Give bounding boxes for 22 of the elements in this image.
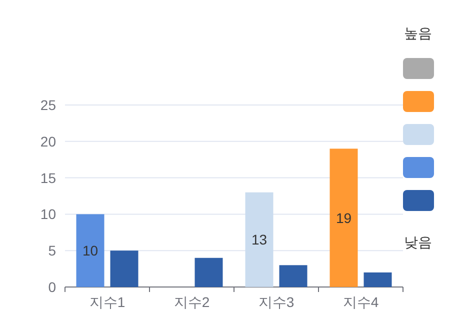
y-tick-label: 5 xyxy=(48,242,56,259)
bar xyxy=(76,214,104,287)
y-tick-label: 15 xyxy=(40,170,56,186)
data-label: 13 xyxy=(251,232,268,248)
y-tick-label: 20 xyxy=(40,133,56,150)
y-tick-label: 10 xyxy=(40,206,56,222)
data-label: 10 xyxy=(82,242,98,259)
bar xyxy=(279,265,308,287)
text: 낮음 xyxy=(404,234,432,250)
bar xyxy=(364,272,392,287)
x-tick-label: 지수2 xyxy=(174,294,210,310)
bar xyxy=(330,148,358,287)
bar xyxy=(245,192,274,287)
x-tick-label: 지수1 xyxy=(89,294,126,310)
bar xyxy=(194,258,223,287)
data-label: 19 xyxy=(336,210,352,226)
y-tick-label: 25 xyxy=(40,97,56,113)
x-tick-label: 지수3 xyxy=(258,294,294,310)
bar xyxy=(110,250,138,287)
text: 높음 xyxy=(404,25,432,41)
x-tick-label: 지수4 xyxy=(342,294,379,310)
y-tick-label: 0 xyxy=(48,279,56,295)
